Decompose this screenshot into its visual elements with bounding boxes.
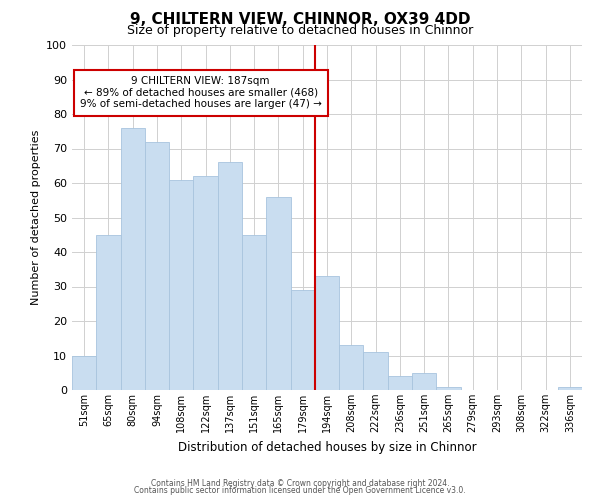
Bar — [121, 128, 145, 390]
Bar — [218, 162, 242, 390]
Bar — [339, 345, 364, 390]
Text: 9, CHILTERN VIEW, CHINNOR, OX39 4DD: 9, CHILTERN VIEW, CHINNOR, OX39 4DD — [130, 12, 470, 28]
Bar — [242, 235, 266, 390]
Bar — [388, 376, 412, 390]
Bar — [315, 276, 339, 390]
Bar — [266, 197, 290, 390]
Bar — [145, 142, 169, 390]
Text: Size of property relative to detached houses in Chinnor: Size of property relative to detached ho… — [127, 24, 473, 37]
X-axis label: Distribution of detached houses by size in Chinnor: Distribution of detached houses by size … — [178, 440, 476, 454]
Y-axis label: Number of detached properties: Number of detached properties — [31, 130, 41, 305]
Bar — [364, 352, 388, 390]
Bar — [193, 176, 218, 390]
Bar — [290, 290, 315, 390]
Bar — [169, 180, 193, 390]
Bar — [96, 235, 121, 390]
Bar — [558, 386, 582, 390]
Bar — [72, 356, 96, 390]
Bar — [412, 373, 436, 390]
Text: Contains public sector information licensed under the Open Government Licence v3: Contains public sector information licen… — [134, 486, 466, 495]
Text: Contains HM Land Registry data © Crown copyright and database right 2024.: Contains HM Land Registry data © Crown c… — [151, 478, 449, 488]
Text: 9 CHILTERN VIEW: 187sqm
← 89% of detached houses are smaller (468)
9% of semi-de: 9 CHILTERN VIEW: 187sqm ← 89% of detache… — [80, 76, 322, 110]
Bar — [436, 386, 461, 390]
